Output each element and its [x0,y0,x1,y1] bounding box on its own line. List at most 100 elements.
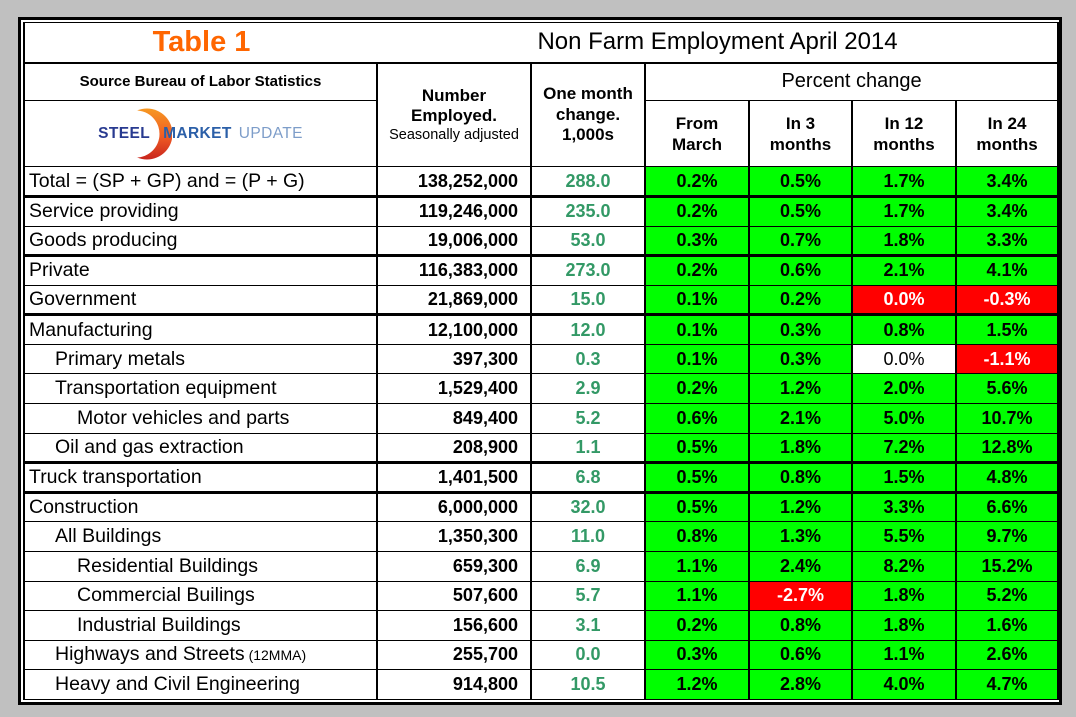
pct-cell-in-24-months: 5.2% [954,580,1060,612]
pct-cell-in-24-months: 4.7% [954,669,1060,700]
column-header-from-march: From March [644,100,750,168]
row-label: All Buildings [23,521,378,552]
pct-cell-in-12-months: 1.8% [851,610,957,641]
pct-cell-in-24-months: 2.6% [954,639,1060,671]
pct-cell-in-12-months: 5.0% [851,403,957,434]
pct-cell-in-3-months: 0.2% [748,284,853,317]
employment-table-body: Total = (SP + GP) and = (P + G) 138,252,0… [23,166,1060,700]
source-label: Source Bureau of Labor Statistics [23,62,378,102]
one-month-change-value: 2.9 [530,373,646,405]
row-label: Service providing [23,196,378,227]
pct-cell-in-12-months: 8.2% [851,550,957,582]
employed-value: 208,900 [376,432,532,465]
employed-value: 849,400 [376,403,532,434]
row-label: Residential Buildings [23,550,378,582]
pct-cell-in-3-months: 0.3% [748,314,853,345]
column-header-one-month-change: One month change. 1,000s [530,62,646,168]
logo-crescent-icon [133,108,172,160]
pct-cell-in-12-months: 1.1% [851,639,957,671]
pct-cell-in-24-months: 3.4% [954,166,1060,198]
pct-cell-in-3-months: 0.6% [748,639,853,671]
one-month-change-value: 288.0 [530,166,646,198]
table-row: Motor vehicles and parts 849,400 5.2 0.6% 2.… [23,403,1060,434]
pct-cell-from-march: 0.6% [644,403,750,434]
row-label: Total = (SP + GP) and = (P + G) [23,166,378,198]
one-month-change-value: 32.0 [530,491,646,523]
employed-value: 138,252,000 [376,166,532,198]
pct-cell-from-march: 1.1% [644,550,750,582]
pct-cell-from-march: 0.2% [644,255,750,286]
table-row: Total = (SP + GP) and = (P + G) 138,252,0… [23,166,1060,198]
pct-cell-in-3-months: 0.5% [748,166,853,198]
row-label: Goods producing [23,225,378,258]
pct-cell-in-24-months: 4.8% [954,462,1060,494]
pct-cell-in-24-months: 9.7% [954,521,1060,552]
table-frame: Table 1 Non Farm Employment April 2014 S… [18,17,1062,705]
pct-cell-in-3-months: 0.8% [748,610,853,641]
pct-cell-in-3-months: 1.3% [748,521,853,552]
column-header-in-24-months: In 24 months [954,100,1060,168]
pct-cell-in-12-months: 5.5% [851,521,957,552]
pct-cell-in-12-months: 7.2% [851,432,957,465]
pct-cell-in-12-months: 0.0% [851,343,957,375]
pct-cell-from-march: 0.1% [644,314,750,345]
table-row: Service providing 119,246,000 235.0 0.2% 0.5… [23,196,1060,227]
table-row: Goods producing 19,006,000 53.0 0.3% 0.7% 1.8… [23,225,1060,258]
pct-cell-in-3-months: 0.8% [748,462,853,494]
one-month-change-value: 6.9 [530,550,646,582]
table-row: Government 21,869,000 15.0 0.1% 0.2% 0.0% -0.3… [23,284,1060,317]
pct-cell-from-march: 0.2% [644,196,750,227]
pct-cell-in-12-months: 1.7% [851,196,957,227]
pct-cell-from-march: 0.1% [644,343,750,375]
table-row: Truck transportation 1,401,500 6.8 0.5% 0.8%… [23,462,1060,494]
pct-cell-from-march: 1.1% [644,580,750,612]
pct-cell-from-march: 0.2% [644,166,750,198]
one-month-change-value: 0.0 [530,639,646,671]
logo-word-market: MARKET [163,124,232,142]
pct-cell-in-12-months: 1.5% [851,462,957,494]
one-month-change-value: 12.0 [530,314,646,345]
employed-value: 19,006,000 [376,225,532,258]
pct-cell-in-3-months: 0.6% [748,255,853,286]
one-month-change-value: 5.2 [530,403,646,434]
employed-value: 119,246,000 [376,196,532,227]
row-label-suffix: (12MMA) [244,647,307,664]
pct-cell-from-march: 0.3% [644,639,750,671]
row-label: Industrial Buildings [23,610,378,641]
column-header-number-employed: Number Employed. Seasonally adjusted [376,62,532,168]
header-row-lower: STEEL MARKET UPDATE From March In 3 mont… [23,100,1060,168]
row-label: Transportation equipment [23,373,378,405]
pct-cell-from-march: 0.2% [644,610,750,641]
pct-cell-in-24-months: 5.6% [954,373,1060,405]
pct-cell-in-12-months: 1.7% [851,166,957,198]
row-label: Motor vehicles and parts [23,403,378,434]
employed-value: 914,800 [376,669,532,700]
employed-value: 659,300 [376,550,532,582]
pct-cell-from-march: 1.2% [644,669,750,700]
title-row: Table 1 Non Farm Employment April 2014 [22,21,1060,64]
employed-value: 1,529,400 [376,373,532,405]
column-header-in-3-months: In 3 months [748,100,853,168]
logo-word-update: UPDATE [238,124,303,142]
pct-cell-in-12-months: 1.8% [851,580,957,612]
logo-word-steel: STEEL [98,124,151,142]
pct-cell-from-march: 0.3% [644,225,750,258]
one-month-change-value: 3.1 [530,610,646,641]
pct-cell-in-24-months: 3.4% [954,196,1060,227]
header-row-upper: Source Bureau of Labor Statistics Number… [23,62,1060,168]
one-month-change-value: 273.0 [530,255,646,286]
pct-cell-in-24-months: 4.1% [954,255,1060,286]
pct-cell-in-24-months: 12.8% [954,432,1060,465]
pct-cell-from-march: 0.1% [644,284,750,317]
employed-value: 6,000,000 [376,491,532,523]
table-row: Transportation equipment 1,529,400 2.9 0.2%… [23,373,1060,405]
table-row: All Buildings 1,350,300 11.0 0.8% 1.3% 5.5% 9.… [23,521,1060,552]
table-row: Private 116,383,000 273.0 0.2% 0.6% 2.1% 4.1% [23,255,1060,286]
employed-value: 156,600 [376,610,532,641]
pct-cell-from-march: 0.5% [644,462,750,494]
pct-cell-from-march: 0.5% [644,491,750,523]
employed-value: 397,300 [376,343,532,375]
row-label: Commercial Builings [23,580,378,612]
row-label: Heavy and Civil Engineering [23,669,378,700]
